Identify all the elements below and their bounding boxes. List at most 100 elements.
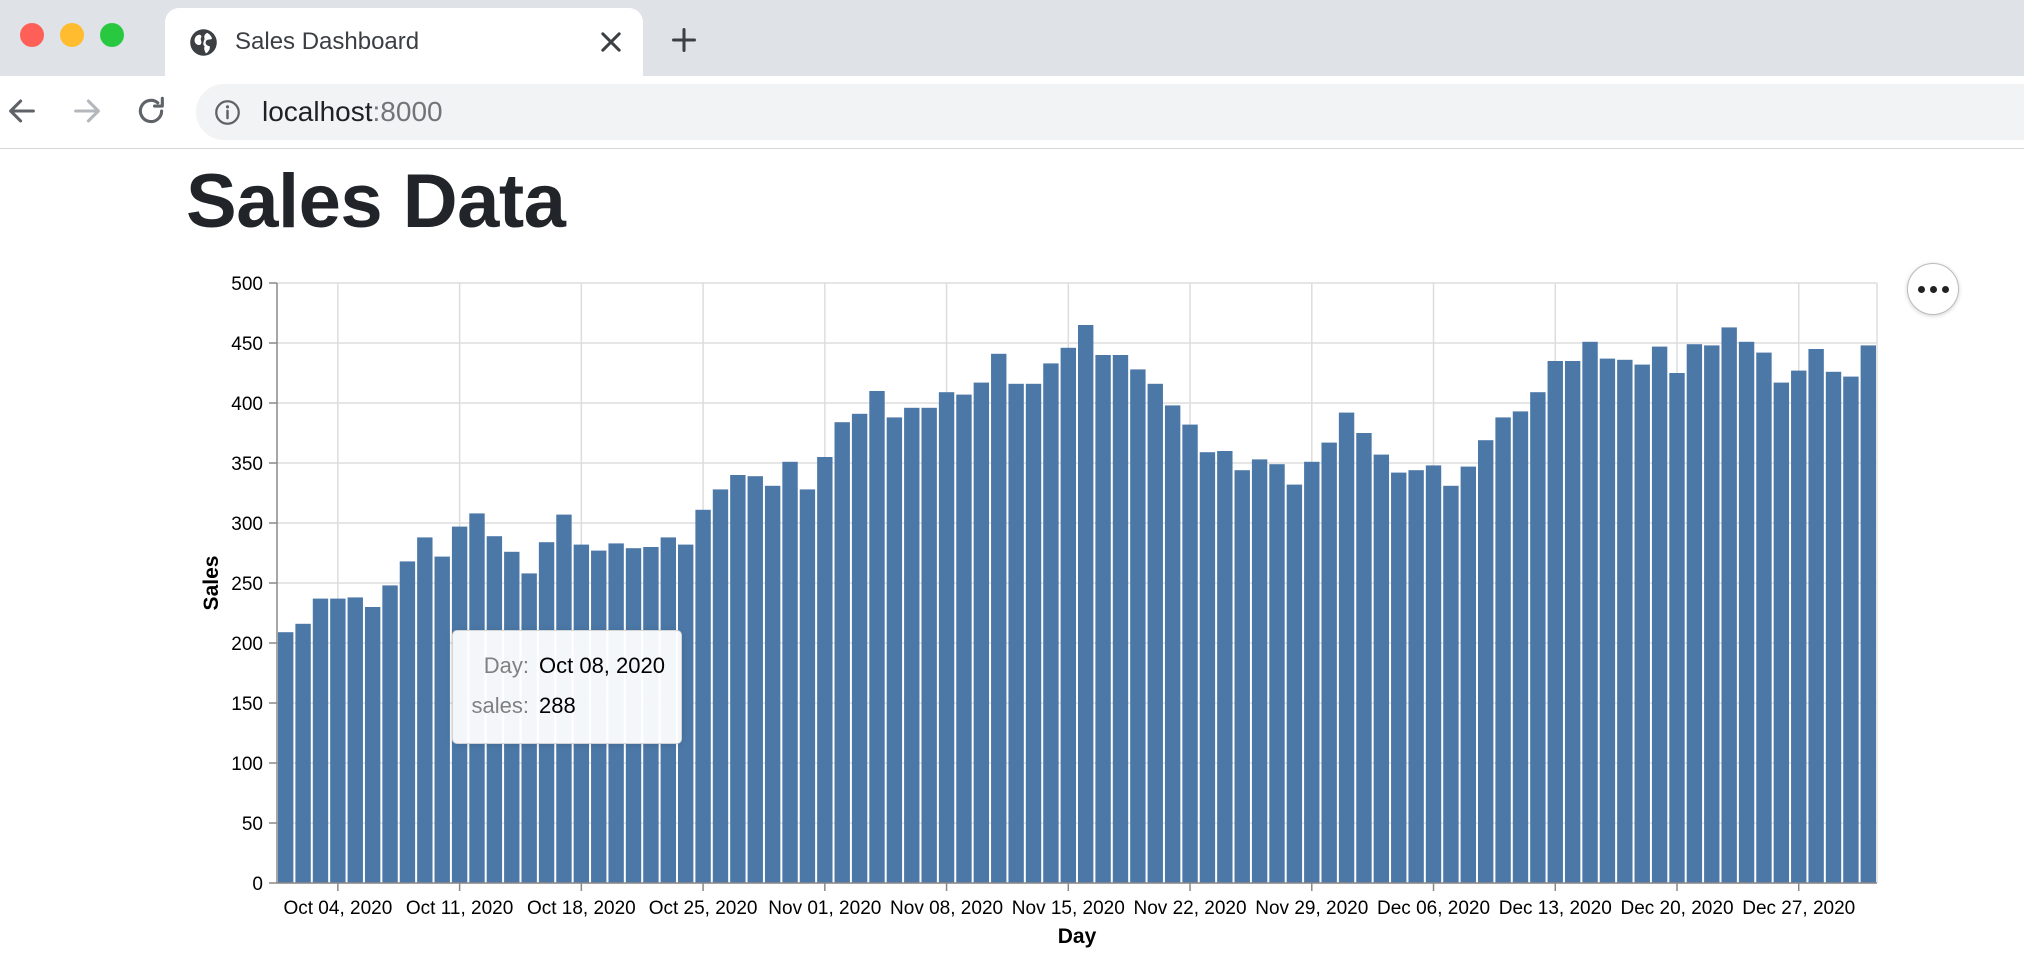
- tooltip-day-value: Oct 08, 2020: [539, 653, 665, 678]
- bar: [1843, 376, 1859, 883]
- bar: [747, 476, 763, 883]
- browser-tab-bar: Sales Dashboard: [0, 0, 2024, 76]
- bar: [764, 485, 781, 883]
- bar: [1686, 344, 1703, 883]
- bar: [1478, 440, 1494, 883]
- bar: [1721, 327, 1737, 883]
- globe-icon: [190, 29, 217, 56]
- bar: [1738, 341, 1755, 883]
- tooltip-day-label: Day:: [483, 653, 529, 678]
- tab-title: Sales Dashboard: [235, 28, 420, 55]
- bar: [834, 422, 850, 883]
- x-tick-label: Dec 06, 2020: [1377, 898, 1490, 919]
- more-dot-icon: [1929, 285, 1937, 293]
- y-tick-label: 100: [231, 754, 263, 775]
- bar: [695, 509, 711, 883]
- bar: [1060, 347, 1076, 883]
- bar: [1391, 472, 1407, 883]
- bar: [1773, 382, 1790, 883]
- bar: [1321, 442, 1337, 883]
- url-host: localhost: [262, 96, 373, 127]
- bar: [886, 417, 903, 883]
- x-tick-label: Oct 25, 2020: [649, 898, 758, 919]
- bar: [799, 489, 816, 883]
- bar: [956, 394, 972, 883]
- bar: [1617, 359, 1633, 883]
- bar: [434, 556, 450, 883]
- x-tick-label: Dec 27, 2020: [1742, 898, 1855, 919]
- minimize-window-button[interactable]: [60, 23, 84, 47]
- bar: [1234, 470, 1250, 883]
- x-tick-label: Oct 04, 2020: [283, 898, 392, 919]
- y-tick-label: 450: [231, 334, 263, 355]
- forward-icon[interactable]: [70, 94, 104, 128]
- bar: [1408, 470, 1424, 883]
- y-tick-label: 400: [231, 394, 263, 415]
- bar: [782, 461, 798, 883]
- y-tick-label: 500: [231, 274, 263, 295]
- bar: [1373, 454, 1390, 883]
- bar: [1251, 459, 1268, 883]
- bar: [991, 353, 1007, 883]
- bar: [295, 623, 311, 883]
- bar: [1217, 451, 1233, 883]
- bar: [1651, 346, 1668, 884]
- bar: [278, 632, 294, 883]
- y-tick-label: 0: [252, 874, 263, 895]
- bar: [938, 392, 955, 883]
- bar: [712, 489, 729, 883]
- chart-actions-button[interactable]: [1907, 263, 1959, 315]
- x-tick-label: Dec 20, 2020: [1620, 898, 1733, 919]
- page-title: Sales Data: [186, 159, 566, 244]
- address-bar[interactable]: localhost:8000: [196, 84, 2024, 140]
- more-dot-icon: [1941, 285, 1949, 293]
- y-tick-label: 200: [231, 634, 263, 655]
- bar: [973, 382, 990, 883]
- url-text[interactable]: localhost:8000: [262, 96, 443, 128]
- plus-icon[interactable]: [670, 26, 698, 54]
- bar: [1008, 383, 1024, 883]
- close-window-button[interactable]: [20, 23, 44, 47]
- bar: [1564, 361, 1581, 883]
- x-tick-label: Oct 11, 2020: [406, 898, 513, 919]
- x-tick-label: Nov 01, 2020: [768, 898, 881, 919]
- bar: [1756, 352, 1772, 884]
- bar: [1860, 345, 1876, 883]
- more-dot-icon: [1917, 285, 1925, 293]
- bar: [1043, 363, 1059, 883]
- x-axis-title: Day: [1058, 925, 1097, 948]
- bar: [904, 407, 920, 883]
- x-tick-label: Nov 29, 2020: [1255, 898, 1368, 919]
- tooltip-sales-value: 288: [539, 693, 576, 718]
- bar: [678, 544, 694, 883]
- bar: [817, 457, 833, 883]
- close-icon[interactable]: [597, 28, 625, 56]
- bar: [1791, 370, 1807, 884]
- x-tick-label: Nov 08, 2020: [890, 898, 1003, 919]
- bar: [1425, 465, 1442, 883]
- bar: [1512, 411, 1529, 883]
- chart-tooltip: Day: Oct 08, 2020 sales: 288: [452, 630, 682, 744]
- bar: [1460, 466, 1476, 883]
- bar: [1164, 405, 1181, 883]
- back-icon[interactable]: [5, 94, 39, 128]
- bar: [382, 585, 398, 883]
- browser-toolbar: localhost:8000: [0, 76, 2024, 149]
- bar: [1147, 383, 1163, 883]
- bar: [1130, 369, 1146, 883]
- info-icon[interactable]: [214, 99, 241, 126]
- reload-icon[interactable]: [134, 94, 168, 128]
- maximize-window-button[interactable]: [100, 23, 124, 47]
- bar: [1078, 325, 1094, 883]
- bar: [1634, 364, 1650, 884]
- browser-tab[interactable]: Sales Dashboard: [165, 8, 643, 76]
- bar: [1304, 461, 1320, 883]
- bar: [1704, 345, 1720, 883]
- bar: [1182, 424, 1198, 883]
- bar: [921, 407, 937, 883]
- bar: [1269, 464, 1285, 883]
- bar: [1582, 341, 1598, 883]
- y-axis-title: Sales: [200, 556, 223, 611]
- bar: [851, 413, 868, 883]
